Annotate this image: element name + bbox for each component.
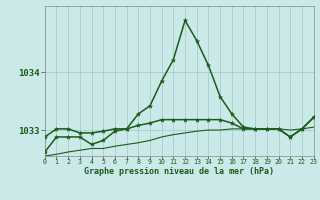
X-axis label: Graphe pression niveau de la mer (hPa): Graphe pression niveau de la mer (hPa): [84, 167, 274, 176]
